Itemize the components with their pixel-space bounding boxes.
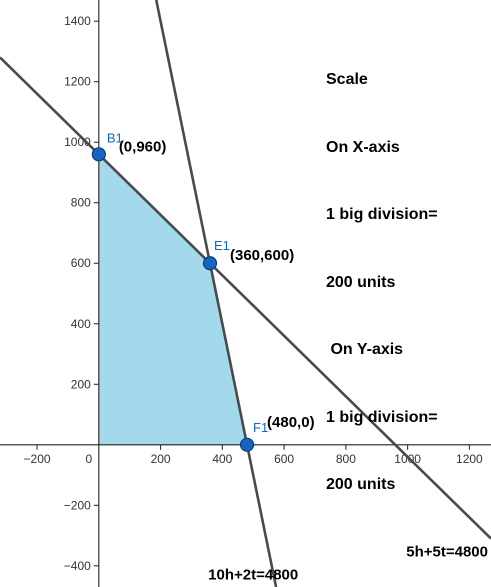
data-point [239, 437, 255, 452]
scale-note-line: Scale [326, 71, 368, 88]
x-tick-label: 400 [212, 452, 232, 466]
y-tick-label: 800 [71, 196, 91, 210]
constraint-line [0, 56, 491, 540]
y-tick-label: −200 [64, 498, 91, 512]
scale-note: Scale On X-axis 1 big division= 200 unit… [326, 24, 438, 519]
point-name-label: E1 [214, 238, 230, 253]
y-tick-label: 1400 [64, 14, 91, 28]
data-point [91, 147, 106, 162]
point-name-label: F1 [253, 420, 268, 435]
x-tick-label: 0 [85, 452, 92, 466]
point-coordinate-label: (0,960) [119, 138, 167, 155]
constraint-line [154, 0, 278, 587]
y-tick-label: 600 [71, 256, 91, 270]
y-tick-label: 400 [71, 317, 91, 331]
x-tick-label: 1200 [456, 452, 483, 466]
y-tick-label: 200 [71, 377, 91, 391]
line-equation-label: 5h+5t=4800 [406, 544, 488, 561]
x-tick-label: −200 [24, 452, 51, 466]
point-coordinate-label: (480,0) [267, 414, 315, 431]
scale-note-line: 200 units [326, 273, 396, 291]
point-coordinate-label: (360,600) [230, 247, 294, 264]
scale-note-line: 200 units [326, 476, 396, 493]
scale-note-line: 1 big division= [326, 408, 438, 426]
point-name-label: B1 [107, 130, 123, 145]
scale-note-line: On Y-axis [326, 341, 404, 358]
scale-note-line: On X-axis [326, 138, 400, 156]
y-tick-label: 1200 [64, 75, 91, 89]
scale-note-line: 1 big division= [326, 206, 438, 223]
line-equation-label: 10h+2t=4800 [208, 566, 298, 583]
feasible-region [98, 154, 248, 445]
x-tick-label: 200 [151, 452, 171, 466]
x-tick-label: 600 [274, 452, 294, 466]
data-point [202, 256, 218, 271]
x-tick-label: 800 [336, 452, 356, 466]
y-tick-label: −400 [64, 559, 91, 573]
